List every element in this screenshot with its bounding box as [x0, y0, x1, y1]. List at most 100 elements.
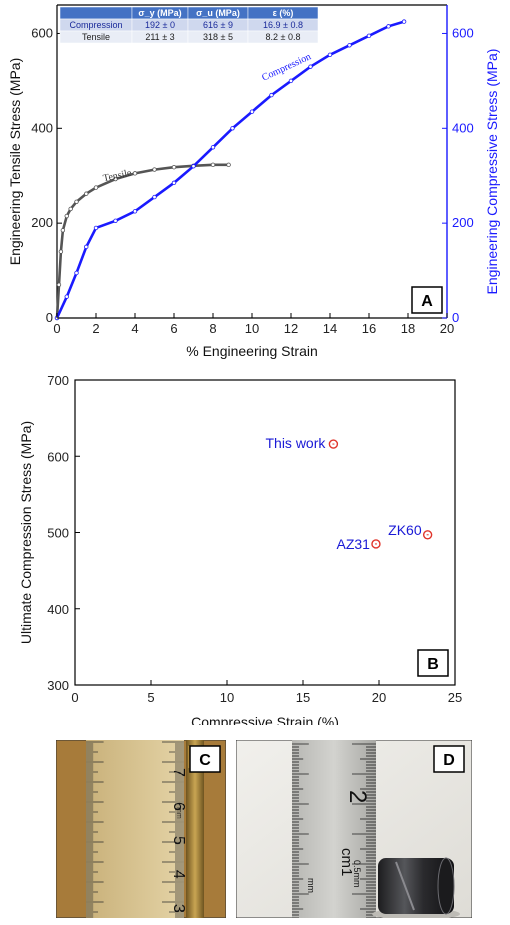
a-point-tensile: [64, 213, 69, 219]
a-point-compression: [308, 64, 313, 69]
panel-a-letter-box: [411, 286, 443, 314]
a-x-tick-label: 16: [362, 321, 376, 336]
ruler-c-label-5: 3: [170, 904, 187, 913]
a-table-header-cell: [59, 6, 133, 20]
panel-b-letter-box: [417, 649, 449, 677]
a-point-compression: [401, 19, 407, 24]
a-point-compression: [74, 270, 79, 276]
a-table-cell-text: 616 ± 9: [203, 20, 233, 30]
rod-c: [186, 740, 204, 918]
b-point-label: AZ31: [336, 536, 370, 552]
panel-c-letter-box: [189, 745, 221, 773]
ruler-c: [86, 740, 184, 918]
photo-d: 2 cm1 0.5mm mm D: [236, 740, 472, 918]
a-x-tick-label: 0: [53, 321, 60, 336]
a-y2-tick-label: 600: [452, 25, 474, 40]
a-table-cell-text: 192 ± 0: [145, 20, 175, 30]
a-x-axis-title: % Engineering Strain: [186, 343, 318, 359]
a-x-tick-label: 4: [131, 321, 138, 336]
b-point-az31: [371, 539, 381, 549]
a-x-tick-label: 20: [440, 321, 454, 336]
b-x-axis-title: Compressive Strain (%): [191, 714, 339, 725]
a-point-compression: [230, 126, 235, 131]
a-y-axis-title: Engineering Tensile Stress (MPa): [7, 58, 23, 266]
a-point-compression: [347, 43, 352, 48]
a-point-tensile: [132, 171, 138, 176]
ruler-c-label-4: 4: [170, 870, 187, 879]
a-point-compression: [249, 109, 255, 114]
a-point-compression: [152, 194, 157, 200]
a-table-cell-text: 16.9 ± 0.8: [263, 20, 303, 30]
photo-c: 7 6 5 4 3 mm C: [56, 740, 226, 918]
panel-d-letter-box: [433, 745, 465, 773]
a-y-tick-label: 400: [31, 120, 53, 135]
a-point-tensile: [68, 206, 73, 212]
a-x-tick-label: 6: [170, 321, 177, 336]
b-point-label: This work: [265, 435, 326, 451]
ruler-c-label-2: 6: [170, 802, 187, 811]
b-x-tick-label: 20: [372, 690, 386, 705]
a-point-tensile: [84, 191, 89, 196]
a-point-compression: [210, 145, 216, 150]
a-point-tensile: [60, 228, 66, 233]
a-x-tick-label: 8: [209, 321, 216, 336]
ruler-d: [292, 740, 376, 918]
a-x-tick-label: 2: [92, 321, 99, 336]
ruler-c-unit: mm: [175, 807, 182, 819]
a-point-compression: [366, 33, 372, 39]
a-point-compression: [327, 52, 333, 57]
a-point-compression: [113, 218, 118, 223]
ruler-c-ticks: [86, 741, 184, 918]
a-point-tensile: [152, 167, 157, 172]
a-point-compression: [288, 78, 294, 84]
a-point-tensile: [56, 282, 62, 288]
a-series-line-tensile: [55, 163, 229, 319]
a-table-header-text: σ_u (MPa): [196, 8, 240, 18]
a-table-cell-text: Compression: [69, 20, 122, 30]
a-point-tensile: [226, 162, 231, 168]
a-point-compression: [191, 164, 196, 169]
a-y2-axis-title: Engineering Compressive Stress (MPa): [484, 49, 500, 295]
a-y-tick-label: 600: [31, 25, 53, 40]
a-x-tick-label: 18: [401, 321, 415, 336]
b-y-tick-label: 400: [47, 602, 69, 617]
a-y2-tick-label: 400: [452, 120, 474, 135]
b-y-tick-label: 300: [47, 678, 69, 693]
a-y-tick-label: 200: [31, 215, 53, 230]
a-point-tensile: [74, 199, 79, 205]
a-x-tick-label: 14: [323, 321, 337, 336]
a-table-header-text: ε (%): [273, 8, 294, 18]
ruler-c-label-1: 7: [170, 768, 187, 777]
a-point-compression: [93, 225, 99, 231]
a-series-line-compression: [55, 20, 405, 319]
a-point-compression: [386, 24, 391, 29]
a-table-cell-text: 211 ± 3: [145, 32, 174, 42]
a-y-tick-label: 0: [46, 310, 53, 325]
a-point-compression: [84, 244, 89, 250]
b-x-tick-label: 0: [71, 690, 78, 705]
a-y2-tick-label: 0: [452, 310, 459, 325]
ruler-d-unit: mm: [306, 878, 316, 893]
b-x-tick-label: 5: [147, 690, 154, 705]
specimen-d: [378, 858, 454, 914]
ruler-c-label-3: 5: [170, 836, 187, 845]
a-table-cell-text: 8.2 ± 0.8: [266, 32, 301, 42]
a-x-tick-label: 10: [245, 321, 259, 336]
b-y-tick-label: 600: [47, 449, 69, 464]
panel-a-letter: A: [421, 293, 433, 310]
a-point-tensile: [171, 164, 177, 170]
a-series-label-compression: Compression: [260, 51, 312, 83]
a-table-header-text: σ_y (MPa): [138, 8, 181, 18]
panel-b-letter: B: [427, 656, 439, 673]
ruler-d-label-1: 2: [344, 790, 371, 803]
b-x-tick-label: 15: [296, 690, 310, 705]
b-x-tick-label: 10: [220, 690, 234, 705]
a-y2-tick-label: 200: [452, 215, 474, 230]
a-point-tensile: [113, 176, 118, 182]
panel-d-letter: D: [443, 752, 455, 769]
a-point-tensile: [210, 162, 216, 168]
a-table-cell-text: Tensile: [82, 32, 110, 42]
b-y-tick-label: 500: [47, 526, 69, 541]
a-point-compression: [269, 92, 274, 98]
